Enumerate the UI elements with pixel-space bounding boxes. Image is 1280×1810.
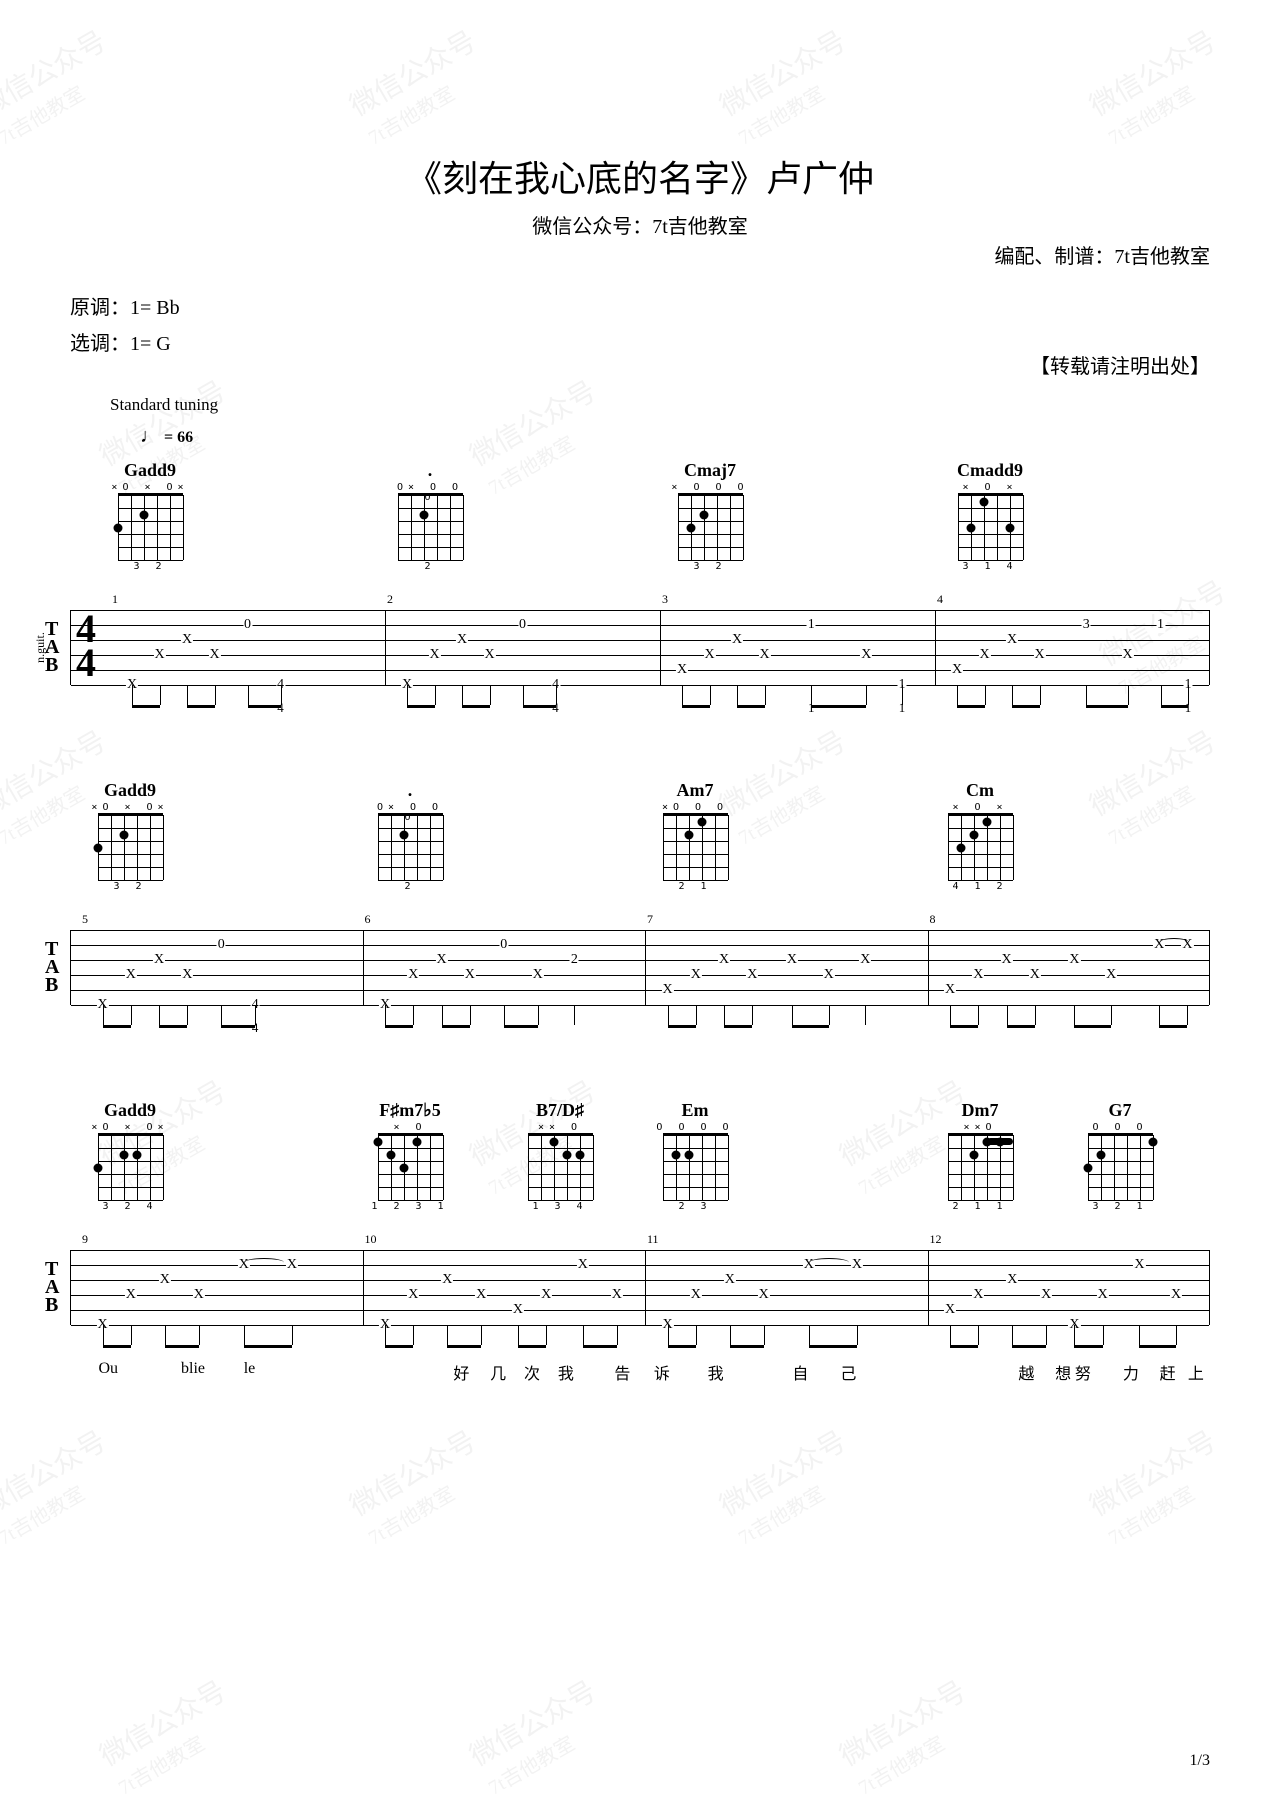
chord-grid [528,1135,593,1200]
watermark: 微信公众号7t吉他教室 [711,1420,868,1552]
watermark: 微信公众号7t吉他教室 [461,1670,618,1802]
tab-staff: n.guit. TAB 44 1234XXXX04XXXX04XXXX1X1XX… [70,610,1210,685]
watermark: 微信公众号7t吉他教室 [461,370,618,502]
chord-diagram: . O× O O O 2 [370,780,450,892]
page-number: 1/3 [1190,1752,1210,1770]
tuning-label: Standard tuning [110,395,218,415]
tab-staff: TAB 9101112XXXXXXXXXXXXXXXXXXXXXXXXXXXXO… [70,1250,1210,1325]
chord-diagram: Am7 ×O O O 2 1 [655,780,735,892]
original-key: 原调：1= Bb [70,290,180,326]
watermark: 微信公众号7t吉他教室 [341,20,498,152]
repost-note: 【转载请注明出处】 [1030,350,1210,379]
watermark: 微信公众号7t吉他教室 [1081,1420,1238,1552]
credit: 编配、制谱：7t吉他教室 [994,240,1210,269]
watermark: 微信公众号7t吉他教室 [1081,720,1238,852]
chord-diagram: B7/D♯ ×× O 1 3 4 [520,1100,600,1212]
watermark: 微信公众号7t吉他教室 [831,1670,988,1802]
subtitle: 微信公众号：7t吉他教室 [0,210,1280,239]
chord-diagram: Cmaj7 × O O O 3 2 [670,460,750,572]
chord-grid [958,495,1023,560]
chord-grid [948,1135,1013,1200]
watermark: 微信公众号7t吉他教室 [711,20,868,152]
chord-grid [948,815,1013,880]
chord-grid [1088,1135,1153,1200]
chord-grid [398,495,463,560]
chord-diagram: Gadd9 ×O × O× 3 2 [90,780,170,892]
tab-label: TAB [45,620,59,674]
chord-grid [118,495,183,560]
watermark: 微信公众号7t吉他教室 [1081,20,1238,152]
chord-grid [663,1135,728,1200]
chord-grid [663,815,728,880]
tab-page: 微信公众号7t吉他教室 微信公众号7t吉他教室 微信公众号7t吉他教室 微信公众… [0,0,1280,1810]
key-info: 原调：1= Bb 选调：1= G [70,290,180,362]
time-signature: 44 [76,612,96,680]
watermark: 微信公众号7t吉他教室 [341,1420,498,1552]
chord-diagram: Gadd9 ×O × O× 3 2 [110,460,190,572]
watermark: 微信公众号7t吉他教室 [91,1670,248,1802]
chord-diagram: Cm × O × 4 1 2 [940,780,1020,892]
chord-diagram: . O× O O O 2 [390,460,470,572]
chord-diagram: F♯m7♭5 × O 1 2 3 1 [370,1100,450,1212]
chord-name: Gadd9 [110,460,190,481]
tempo-label: = 66 [140,425,193,448]
chord-grid [98,815,163,880]
tab-staff: TAB 5678XXXX04XXXX0X2XXXXXXXXXXXXXXX4 [70,930,1210,1005]
chord-grid [378,1135,443,1200]
chord-diagram: Cmadd9 × O × 3 1 4 [950,460,1030,572]
chord-diagram: Dm7 ××O 2 1 1 [940,1100,1020,1212]
chord-grid [98,1135,163,1200]
chord-diagram: Em O O O O 2 3 [655,1100,735,1212]
chord-diagram: G7 O O O 3 2 1 [1080,1100,1160,1212]
play-key: 选调：1= G [70,326,180,362]
chord-grid [378,815,443,880]
song-title: 《刻在我心底的名字》卢广仲 [0,150,1280,202]
chord-diagram: Gadd9 ×O × O× 3 2 4 [90,1100,170,1212]
chord-grid [678,495,743,560]
watermark: 微信公众号7t吉他教室 [0,20,129,152]
tab-label: TAB [45,1260,59,1314]
watermark: 微信公众号7t吉他教室 [0,1420,129,1552]
tab-label: TAB [45,940,59,994]
